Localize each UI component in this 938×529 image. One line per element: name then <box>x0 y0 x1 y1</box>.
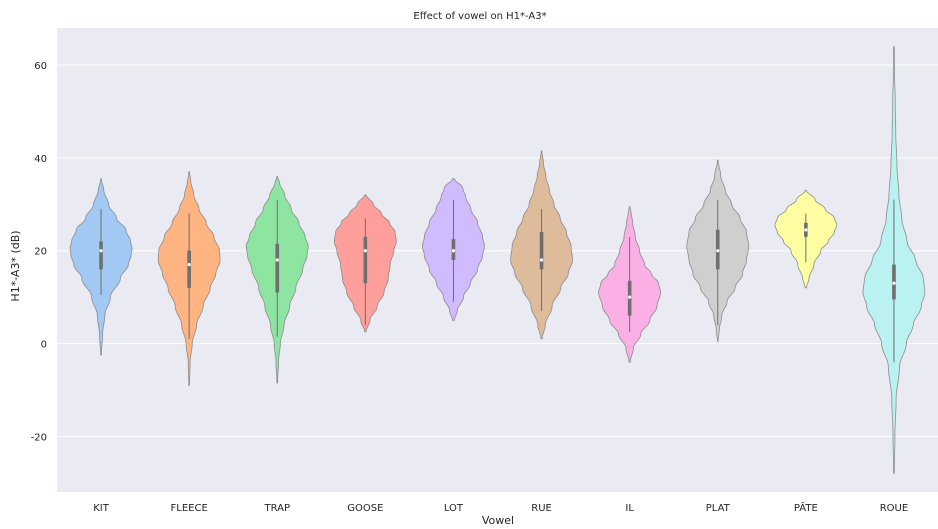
violin-iqr-box <box>275 243 280 293</box>
y-axis-ticks: -20 0 20 40 60 <box>31 61 47 443</box>
x-tick-label: ROUE <box>880 503 908 514</box>
violin-median <box>99 249 103 253</box>
violin-iqr-box <box>99 241 103 270</box>
violin-iqr-box <box>539 232 544 270</box>
violin-median <box>628 295 632 299</box>
violin-kit <box>69 178 133 356</box>
violins <box>69 46 926 474</box>
violin-roue <box>862 46 926 474</box>
violin-rue <box>510 150 573 340</box>
x-tick-label: TRAP <box>263 503 290 514</box>
x-tick-label: RUE <box>531 503 552 514</box>
violin-median <box>804 228 808 232</box>
violin-fleece <box>157 171 221 386</box>
violin-median <box>451 249 456 253</box>
violin-median <box>275 258 279 262</box>
y-axis-label: H1*-A3* (dB) <box>9 230 22 301</box>
violin-pâte <box>774 190 838 289</box>
violin-goose <box>334 194 397 333</box>
violin-il <box>598 206 661 363</box>
x-tick-label: KIT <box>93 503 110 514</box>
violin-lot <box>422 178 485 321</box>
x-tick-label: GOOSE <box>347 503 383 514</box>
chart-title: Effect of vowel on H1*-A3* <box>413 11 546 22</box>
violin-median <box>187 263 191 267</box>
violin-iqr-box <box>363 236 368 284</box>
x-tick-label: IL <box>625 503 634 514</box>
y-tick-label: 40 <box>34 154 47 165</box>
x-tick-label: FLEECE <box>171 503 208 514</box>
violin-iqr-box <box>187 250 191 288</box>
violin-median <box>892 281 896 285</box>
x-tick-label: PÂTE <box>794 501 818 514</box>
x-axis-label: Vowel <box>482 514 514 525</box>
violin-median <box>716 249 720 253</box>
x-tick-label: PLAT <box>706 503 731 514</box>
violin-median <box>363 249 367 253</box>
y-tick-label: 0 <box>41 340 47 351</box>
y-tick-label: 60 <box>34 61 47 72</box>
violin-trap <box>245 176 309 384</box>
y-tick-label: 20 <box>34 247 47 258</box>
violin-median <box>539 258 544 262</box>
x-axis-ticks: KIT FLEECE TRAP GOOSE LOT RUE IL PLAT PÂTE ROUE <box>93 501 908 514</box>
violin-plat <box>686 159 750 342</box>
y-tick-label: -20 <box>31 432 47 443</box>
x-tick-label: LOT <box>444 503 464 514</box>
